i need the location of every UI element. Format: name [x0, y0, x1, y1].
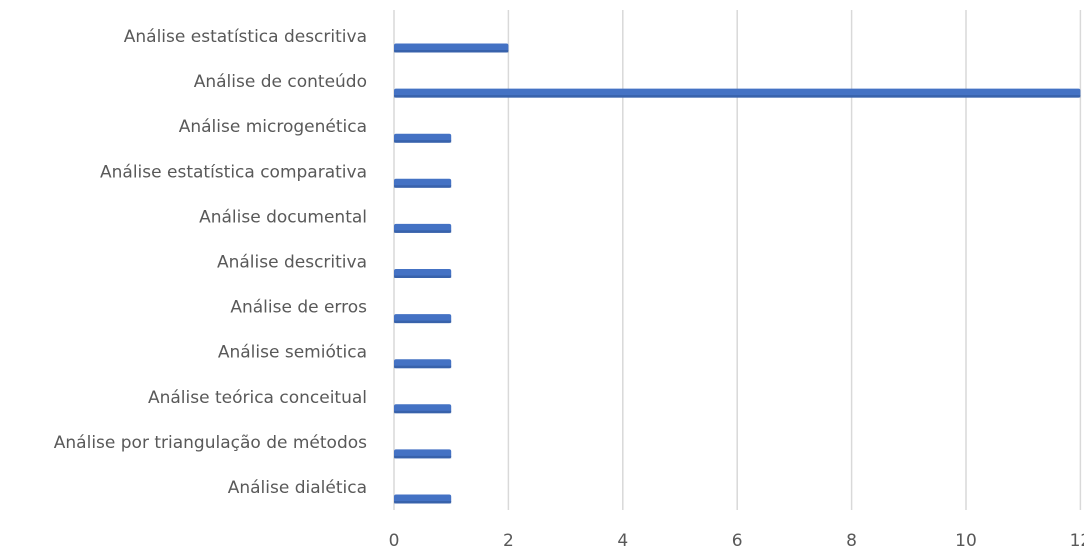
bar-shadow — [394, 95, 1081, 98]
x-tick-label: 4 — [617, 531, 628, 551]
category-label: Análise estatística comparativa — [100, 162, 367, 182]
x-tick-label: 2 — [503, 531, 514, 551]
x-tick-label: 6 — [732, 531, 743, 551]
category-label: Análise estatística descritiva — [124, 27, 367, 47]
category-label: Análise por triangulação de métodos — [54, 433, 367, 453]
bars — [394, 43, 1081, 504]
category-label: Análise microgenética — [179, 117, 367, 137]
x-axis-tick-labels: 0 2 4 6 8 10 12 — [389, 531, 1084, 551]
category-label: Análise semiótica — [218, 343, 367, 363]
category-label: Análise teórica conceitual — [148, 388, 367, 408]
x-tick-label: 12 — [1070, 531, 1084, 551]
bar-shadow — [394, 365, 452, 369]
x-tick-label: 10 — [955, 531, 977, 551]
bar-shadow — [394, 50, 509, 53]
category-label: Análise descritiva — [217, 253, 367, 273]
gridlines — [393, 10, 1082, 510]
bar-shadow — [394, 230, 452, 233]
category-labels: Análise estatística descritiva Análise de… — [54, 27, 367, 498]
category-label: Análise documental — [199, 207, 367, 227]
bar-shadow — [394, 140, 452, 143]
category-label: Análise dialética — [228, 478, 367, 498]
bar-shadow — [394, 410, 452, 414]
bar-shadow — [394, 320, 452, 324]
bar-shadow — [394, 455, 452, 459]
category-label: Análise de conteúdo — [194, 72, 367, 92]
x-tick-label: 8 — [846, 531, 857, 551]
category-label: Análise de erros — [230, 298, 367, 318]
bar-shadow — [394, 501, 452, 504]
x-tick-label: 0 — [389, 531, 400, 551]
bar-shadow — [394, 185, 452, 188]
bar-shadow — [394, 275, 452, 278]
